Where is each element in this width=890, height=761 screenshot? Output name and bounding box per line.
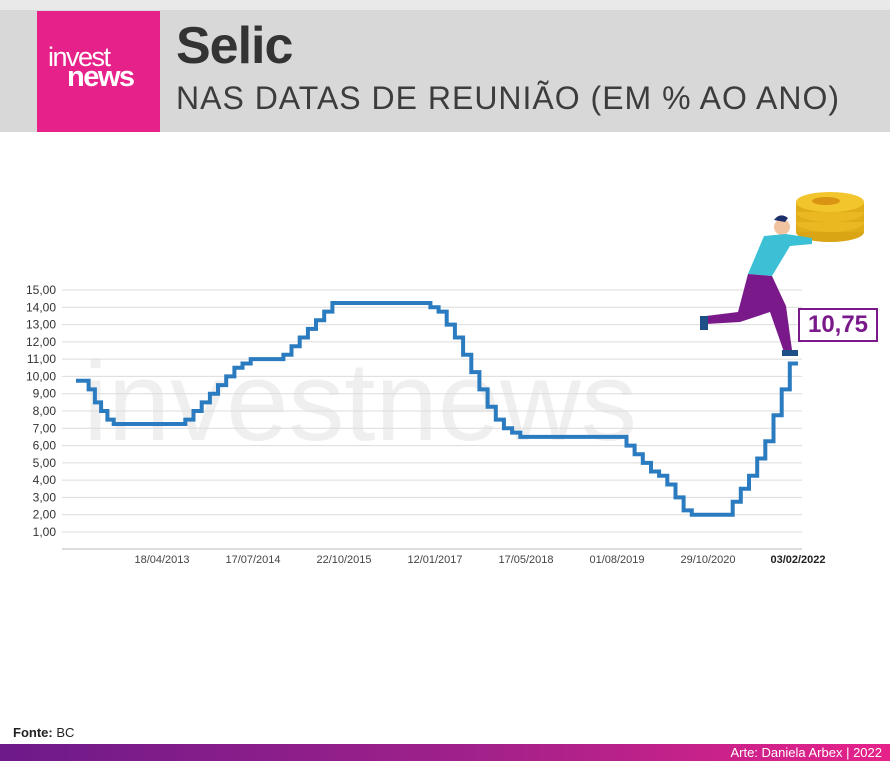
x-tick-label: 22/10/2015	[316, 554, 371, 566]
head	[774, 219, 790, 235]
source-note: Fonte: BC	[13, 725, 74, 740]
y-tick-label: 13,00	[26, 318, 56, 332]
y-tick-label: 6,00	[33, 439, 57, 453]
person-carrying-coins-illustration	[700, 192, 864, 356]
logo-text-top: invest	[48, 42, 111, 72]
y-tick-label: 15,00	[26, 283, 56, 297]
pants	[706, 274, 792, 352]
x-tick-label: 18/04/2013	[134, 554, 189, 566]
source-label: Fonte:	[13, 725, 53, 740]
y-tick-label: 10,00	[26, 369, 56, 383]
watermark-text: investnews	[83, 339, 637, 464]
shoe-back	[700, 316, 708, 330]
y-tick-label: 5,00	[33, 456, 57, 470]
hair	[774, 215, 788, 222]
x-tick-label: 03/02/2022	[770, 554, 825, 566]
y-tick-label: 14,00	[26, 300, 56, 314]
y-tick-label: 7,00	[33, 421, 57, 435]
page-title: Selic	[176, 17, 293, 75]
current-value-label: 10,75	[798, 308, 878, 342]
coin-stack-icon	[796, 192, 864, 242]
chart-grid	[62, 289, 802, 550]
y-tick-label: 11,00	[27, 352, 56, 366]
y-axis-ticks: 1,00 2,00 3,00 4,00 5,00 6,00 7,00 8,00 9,00 10,0…	[26, 283, 56, 539]
y-tick-label: 8,00	[33, 404, 57, 418]
logo-text-bottom: news	[67, 61, 135, 93]
source-value: BC	[52, 725, 75, 740]
shirt	[748, 234, 812, 276]
shoe-front	[782, 350, 798, 356]
selic-step-line	[76, 301, 798, 517]
selic-line-chart: investnews 1,00 2,00 3,00 4,00 5,00 6,00 7,00 8…	[26, 192, 864, 566]
x-tick-label: 12/01/2017	[407, 554, 462, 566]
x-tick-label: 01/08/2019	[589, 554, 644, 566]
y-tick-label: 9,00	[33, 387, 57, 401]
top-strip	[0, 0, 890, 10]
credit-text: Arte: Daniela Arbex | 2022	[730, 745, 882, 760]
x-tick-label: 17/07/2014	[225, 554, 280, 566]
y-tick-label: 12,00	[26, 335, 56, 349]
x-tick-label: 17/05/2018	[498, 554, 553, 566]
y-tick-label: 3,00	[33, 490, 57, 504]
x-axis-ticks: 18/04/2013 17/07/2014 22/10/2015 12/01/2017…	[134, 554, 825, 566]
y-tick-label: 4,00	[33, 473, 57, 487]
footer-bar: Arte: Daniela Arbex | 2022	[0, 744, 890, 761]
x-tick-label: 29/10/2020	[680, 554, 735, 566]
page-subtitle: NAS DATAS DE REUNIÃO (EM % AO ANO)	[176, 80, 841, 116]
investnews-logo: invest news	[37, 11, 160, 132]
y-tick-label: 1,00	[33, 525, 57, 539]
y-tick-label: 2,00	[33, 508, 57, 522]
